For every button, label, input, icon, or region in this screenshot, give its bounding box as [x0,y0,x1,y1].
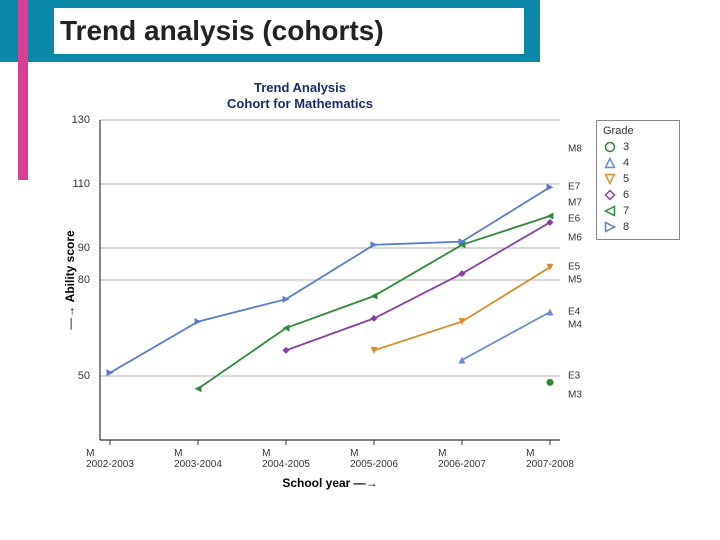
y-axis-label: —→ Ability score [63,230,77,329]
plot-svg [100,120,560,440]
y-tick-label: 130 [72,114,90,126]
right-scale-label: M7 [568,198,582,209]
legend-label: 6 [623,189,629,201]
x-tick-label: M2006-2007 [438,448,486,470]
slide: Trend analysis (cohorts) Trend Analysis … [0,0,720,540]
legend-item: 5 [603,171,673,187]
legend-item: 4 [603,155,673,171]
y-tick-label: 90 [78,242,90,254]
y-tick-label: 110 [72,178,90,190]
legend-label: 5 [623,173,629,185]
slide-title: Trend analysis (cohorts) [54,8,524,54]
chart-title-line2: Cohort for Mathematics [40,96,560,112]
legend-marker-icon [603,204,617,218]
legend-marker-icon [603,140,617,154]
legend-label: 8 [623,221,629,233]
plot-area: —→ Ability score School year —→ 50809011… [100,120,560,440]
legend-item: 7 [603,203,673,219]
chart-container: Trend Analysis Cohort for Mathematics —→… [40,80,680,510]
right-scale-label: E4 [568,307,580,318]
right-scale-label: M6 [568,233,582,244]
legend-marker-icon [603,220,617,234]
legend-marker-icon [603,172,617,186]
legend-marker-icon [603,188,617,202]
legend-label: 4 [623,157,629,169]
right-scale-label: M8 [568,143,582,154]
right-scale-label: M3 [568,390,582,401]
y-tick-label: 80 [78,274,90,286]
legend-label: 3 [623,141,629,153]
right-scale-label: E7 [568,182,580,193]
y-tick-label: 50 [78,370,90,382]
x-tick-label: M2007-2008 [526,448,574,470]
x-tick-label: M2002-2003 [86,448,134,470]
x-tick-label: M2003-2004 [174,448,222,470]
accent-stripe [18,0,28,180]
legend-label: 7 [623,205,629,217]
chart-title: Trend Analysis Cohort for Mathematics [40,80,560,111]
arrow-icon: —→ [63,302,77,329]
x-axis-label: School year —→ [282,476,377,490]
legend-item: 6 [603,187,673,203]
legend-item: 3 [603,139,673,155]
legend: Grade 3 4 5 6 7 8 [596,120,680,240]
legend-item: 8 [603,219,673,235]
legend-marker-icon [603,156,617,170]
x-tick-label: M2005-2006 [350,448,398,470]
right-scale-label: E6 [568,214,580,225]
right-scale-label: E3 [568,371,580,382]
legend-title: Grade [603,125,673,137]
chart-title-line1: Trend Analysis [40,80,560,96]
right-scale-label: M4 [568,319,582,330]
right-scale-label: M5 [568,275,582,286]
x-tick-label: M2004-2005 [262,448,310,470]
right-scale-label: E5 [568,262,580,273]
